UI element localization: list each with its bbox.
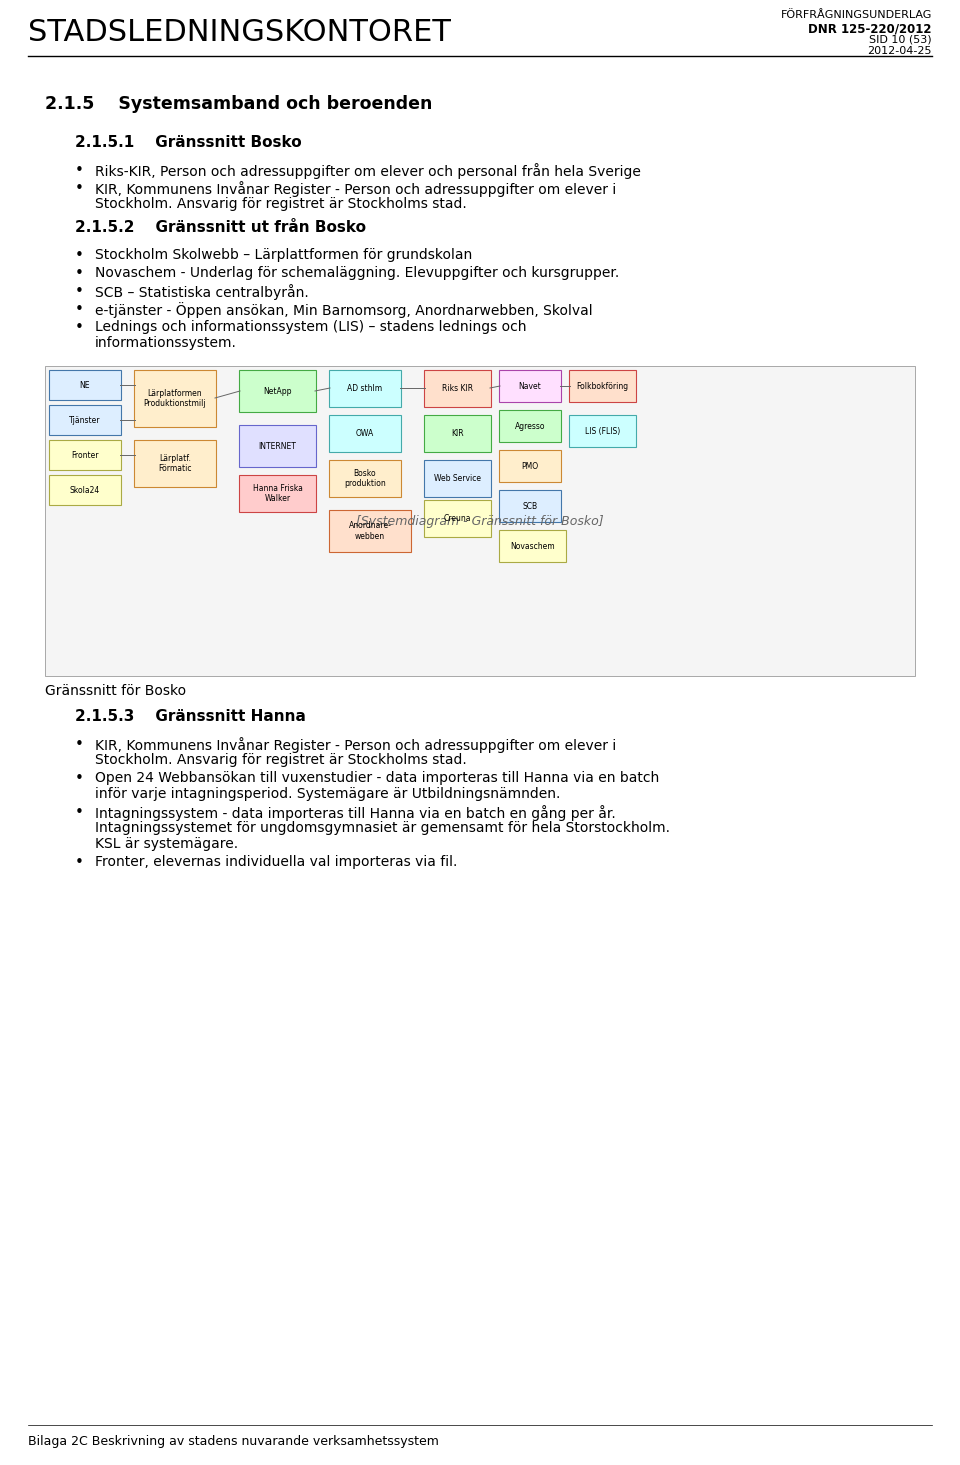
Text: Fronter, elevernas individuella val importeras via fil.: Fronter, elevernas individuella val impo… [95, 856, 457, 869]
Text: Intagningssystemet för ungdomsgymnasiet är gemensamt för hela Storstockholm.: Intagningssystemet för ungdomsgymnasiet … [95, 820, 670, 835]
FancyBboxPatch shape [499, 489, 561, 522]
Text: INTERNET: INTERNET [258, 441, 297, 451]
Text: FÖRFRÅGNINGSUNDERLAG: FÖRFRÅGNINGSUNDERLAG [780, 10, 932, 21]
Text: SCB – Statistiska centralbyrån.: SCB – Statistiska centralbyrån. [95, 284, 309, 300]
Text: Gränssnitt för Bosko: Gränssnitt för Bosko [45, 684, 186, 697]
Text: Novaschem: Novaschem [510, 542, 555, 551]
FancyBboxPatch shape [49, 404, 121, 435]
FancyBboxPatch shape [134, 371, 216, 426]
Text: •: • [75, 163, 84, 179]
Text: Bosko
produktion: Bosko produktion [344, 469, 386, 488]
Text: 2.1.5    Systemsamband och beroenden: 2.1.5 Systemsamband och beroenden [45, 95, 432, 113]
Text: AD sthlm: AD sthlm [348, 384, 383, 393]
Text: NetApp: NetApp [263, 387, 292, 396]
Text: 2.1.5.2    Gränssnitt ut från Bosko: 2.1.5.2 Gränssnitt ut från Bosko [75, 220, 366, 234]
Text: Creuna: Creuna [444, 514, 471, 523]
Text: Riks-KIR, Person och adressuppgifter om elever och personal från hela Sverige: Riks-KIR, Person och adressuppgifter om … [95, 163, 641, 179]
Text: •: • [75, 182, 84, 196]
Text: Anordnare-
webben: Anordnare- webben [348, 522, 392, 541]
FancyBboxPatch shape [134, 440, 216, 486]
Text: Agresso: Agresso [515, 422, 545, 431]
Text: •: • [75, 771, 84, 787]
Text: Lednings och informationssystem (LIS) – stadens lednings och: Lednings och informationssystem (LIS) – … [95, 319, 526, 334]
Text: Open 24 Webbansökan till vuxenstudier - data importeras till Hanna via en batch: Open 24 Webbansökan till vuxenstudier - … [95, 771, 660, 785]
Text: •: • [75, 267, 84, 281]
FancyBboxPatch shape [569, 371, 636, 401]
Text: •: • [75, 737, 84, 752]
Text: Hanna Friska
Walker: Hanna Friska Walker [252, 483, 302, 502]
Text: Riks KIR: Riks KIR [442, 384, 473, 393]
FancyBboxPatch shape [499, 410, 561, 442]
FancyBboxPatch shape [329, 371, 401, 407]
Text: SCB: SCB [522, 501, 538, 510]
Text: Stockholm Skolwebb – Lärplattformen för grundskolan: Stockholm Skolwebb – Lärplattformen för … [95, 248, 472, 262]
Text: Tjänster: Tjänster [69, 416, 101, 425]
FancyBboxPatch shape [239, 371, 316, 412]
FancyBboxPatch shape [49, 371, 121, 400]
FancyBboxPatch shape [49, 440, 121, 470]
FancyBboxPatch shape [424, 415, 491, 453]
Text: •: • [75, 284, 84, 299]
Text: PMO: PMO [521, 461, 539, 470]
FancyBboxPatch shape [329, 415, 401, 453]
FancyBboxPatch shape [424, 371, 491, 407]
Text: Folkbokföring: Folkbokföring [576, 381, 629, 391]
FancyBboxPatch shape [239, 425, 316, 467]
Text: NE: NE [80, 381, 90, 390]
Text: KIR: KIR [451, 429, 464, 438]
Text: •: • [75, 856, 84, 870]
Text: Bilaga 2C Beskrivning av stadens nuvarande verksamhetssystem: Bilaga 2C Beskrivning av stadens nuvaran… [28, 1436, 439, 1447]
Text: 2.1.5.3    Gränssnitt Hanna: 2.1.5.3 Gränssnitt Hanna [75, 709, 306, 724]
Text: Lärplatf.
Förmatic: Lärplatf. Förmatic [158, 454, 192, 473]
Text: •: • [75, 319, 84, 335]
Text: •: • [75, 248, 84, 264]
FancyBboxPatch shape [499, 371, 561, 401]
Text: DNR 125-220/2012: DNR 125-220/2012 [808, 22, 932, 35]
Text: KSL är systemägare.: KSL är systemägare. [95, 837, 238, 851]
Text: Skola24: Skola24 [70, 485, 100, 495]
Text: •: • [75, 302, 84, 316]
FancyBboxPatch shape [49, 475, 121, 505]
FancyBboxPatch shape [45, 366, 915, 675]
Text: Novaschem - Underlag för schemaläggning. Elevuppgifter och kursgrupper.: Novaschem - Underlag för schemaläggning.… [95, 267, 619, 280]
Text: SID 10 (53): SID 10 (53) [870, 34, 932, 44]
Text: KIR, Kommunens Invånar Register - Person och adressuppgifter om elever i: KIR, Kommunens Invånar Register - Person… [95, 737, 616, 753]
Text: OWA: OWA [356, 429, 374, 438]
Text: inför varje intagningsperiod. Systemägare är Utbildningsnämnden.: inför varje intagningsperiod. Systemägar… [95, 787, 561, 801]
Text: Navet: Navet [518, 381, 541, 391]
Text: informationssystem.: informationssystem. [95, 335, 237, 350]
Text: •: • [75, 804, 84, 820]
FancyBboxPatch shape [569, 415, 636, 447]
Text: 2.1.5.1    Gränssnitt Bosko: 2.1.5.1 Gränssnitt Bosko [75, 135, 301, 149]
Text: Stockholm. Ansvarig för registret är Stockholms stad.: Stockholm. Ansvarig för registret är Sto… [95, 753, 467, 768]
Text: Intagningssystem - data importeras till Hanna via en batch en gång per år.: Intagningssystem - data importeras till … [95, 804, 615, 820]
Text: [Systemdiagram - Gränssnitt för Bosko]: [Systemdiagram - Gränssnitt för Bosko] [356, 514, 604, 527]
Text: Fronter: Fronter [71, 451, 99, 460]
FancyBboxPatch shape [239, 475, 316, 511]
Text: Lärplatformen
Produktionstmilj: Lärplatformen Produktionstmilj [144, 388, 206, 409]
Text: e-tjänster - Öppen ansökan, Min Barnomsorg, Anordnarwebben, Skolval: e-tjänster - Öppen ansökan, Min Barnomso… [95, 302, 592, 318]
FancyBboxPatch shape [424, 500, 491, 538]
Text: KIR, Kommunens Invånar Register - Person och adressuppgifter om elever i: KIR, Kommunens Invånar Register - Person… [95, 182, 616, 196]
Text: Web Service: Web Service [434, 475, 481, 483]
FancyBboxPatch shape [424, 460, 491, 497]
FancyBboxPatch shape [329, 510, 411, 552]
FancyBboxPatch shape [499, 450, 561, 482]
FancyBboxPatch shape [329, 460, 401, 497]
Text: STADSLEDNINGSKONTORET: STADSLEDNINGSKONTORET [28, 18, 451, 47]
FancyBboxPatch shape [499, 530, 566, 563]
Text: 2012-04-25: 2012-04-25 [868, 45, 932, 56]
Text: Stockholm. Ansvarig för registret är Stockholms stad.: Stockholm. Ansvarig för registret är Sto… [95, 196, 467, 211]
Text: LIS (FLIS): LIS (FLIS) [585, 426, 620, 435]
